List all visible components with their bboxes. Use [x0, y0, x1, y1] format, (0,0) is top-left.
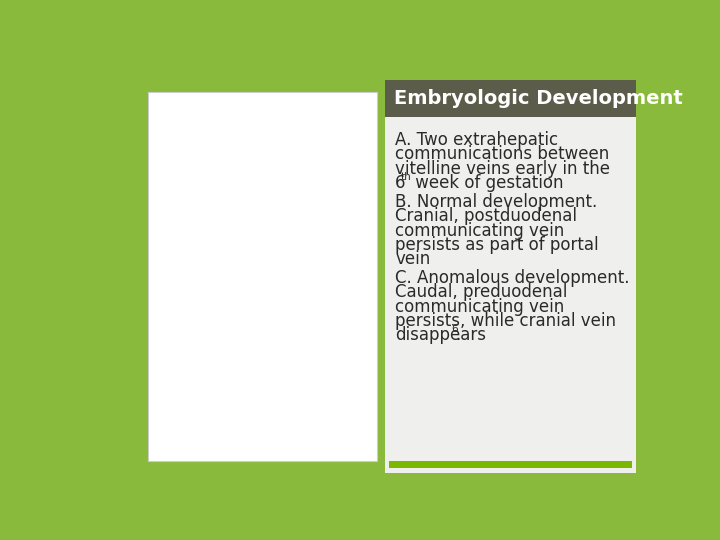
Text: Cranial, postduodenal: Cranial, postduodenal	[395, 207, 577, 225]
Text: persists, while cranial vein: persists, while cranial vein	[395, 312, 616, 330]
Text: vein: vein	[395, 250, 431, 268]
Text: A. Two extrahepatic: A. Two extrahepatic	[395, 131, 559, 149]
Text: persists as part of portal: persists as part of portal	[395, 236, 599, 254]
Text: C. Anomalous development.: C. Anomalous development.	[395, 269, 630, 287]
Text: 6: 6	[395, 174, 406, 192]
Text: th: th	[401, 172, 412, 181]
Text: communicating vein: communicating vein	[395, 298, 564, 316]
FancyBboxPatch shape	[148, 92, 377, 461]
Text: Embryologic Development: Embryologic Development	[394, 89, 683, 108]
Text: B. Normal development.: B. Normal development.	[395, 193, 598, 211]
Text: Caudal, preduodenal: Caudal, preduodenal	[395, 284, 568, 301]
FancyBboxPatch shape	[389, 461, 631, 468]
FancyBboxPatch shape	[384, 80, 636, 473]
Text: week of gestation: week of gestation	[410, 174, 563, 192]
Text: .: .	[455, 327, 460, 345]
Text: vitelline veins early in the: vitelline veins early in the	[395, 160, 611, 178]
Text: communications between: communications between	[395, 145, 610, 163]
Text: 6: 6	[451, 324, 458, 334]
FancyBboxPatch shape	[384, 80, 636, 117]
Text: communicating vein: communicating vein	[395, 221, 564, 240]
Text: disappears: disappears	[395, 327, 486, 345]
